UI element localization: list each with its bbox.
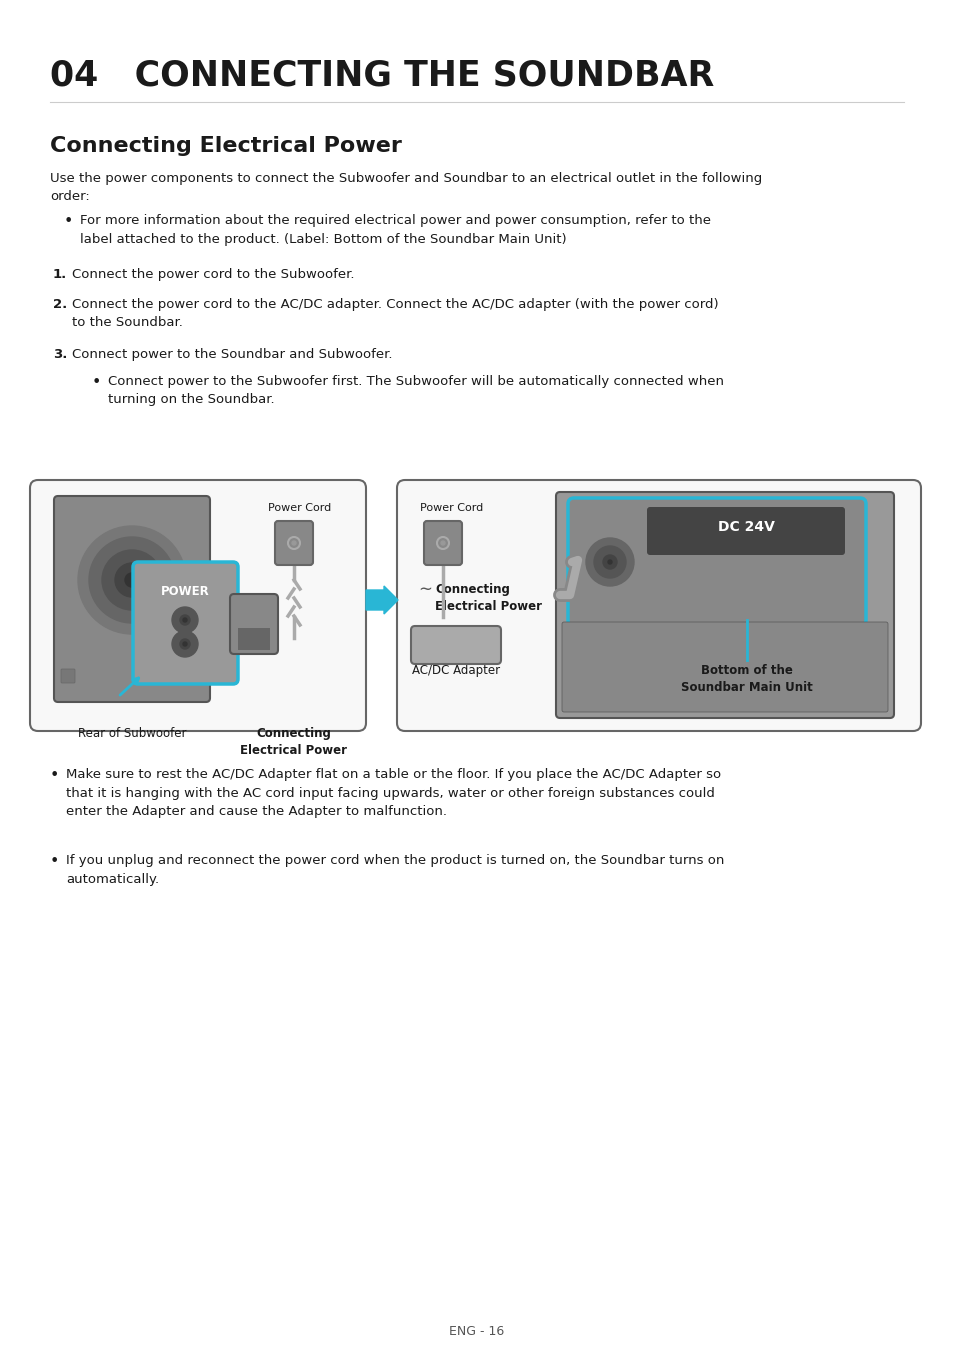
FancyBboxPatch shape xyxy=(274,521,313,565)
FancyBboxPatch shape xyxy=(423,521,461,565)
Text: Connect power to the Subwoofer first. The Subwoofer will be automatically connec: Connect power to the Subwoofer first. Th… xyxy=(108,375,723,406)
Circle shape xyxy=(115,563,149,597)
FancyBboxPatch shape xyxy=(567,498,865,626)
Text: •: • xyxy=(91,375,101,390)
FancyBboxPatch shape xyxy=(61,669,75,682)
Circle shape xyxy=(594,546,625,578)
Circle shape xyxy=(607,561,612,565)
Text: •: • xyxy=(64,214,73,229)
Circle shape xyxy=(89,538,174,623)
Text: Connecting
Electrical Power: Connecting Electrical Power xyxy=(240,727,347,757)
Text: Connect the power cord to the AC/DC adapter. Connect the AC/DC adapter (with the: Connect the power cord to the AC/DC adap… xyxy=(71,298,718,329)
Circle shape xyxy=(292,542,295,546)
Text: •: • xyxy=(50,854,59,869)
Text: 3.: 3. xyxy=(53,348,68,362)
Text: 1.: 1. xyxy=(53,268,67,282)
Text: 04   CONNECTING THE SOUNDBAR: 04 CONNECTING THE SOUNDBAR xyxy=(50,58,714,92)
Circle shape xyxy=(78,525,186,634)
Text: Connect the power cord to the Subwoofer.: Connect the power cord to the Subwoofer. xyxy=(71,268,355,282)
FancyArrow shape xyxy=(366,586,397,613)
Text: Rear of Subwoofer: Rear of Subwoofer xyxy=(77,727,186,741)
Text: Bottom of the
Soundbar Main Unit: Bottom of the Soundbar Main Unit xyxy=(680,663,812,695)
Circle shape xyxy=(585,538,634,586)
FancyBboxPatch shape xyxy=(54,496,210,701)
Circle shape xyxy=(180,615,190,626)
FancyBboxPatch shape xyxy=(30,481,366,731)
Text: ENG - 16: ENG - 16 xyxy=(449,1326,504,1338)
FancyBboxPatch shape xyxy=(556,492,893,718)
Text: Make sure to rest the AC/DC Adapter flat on a table or the floor. If you place t: Make sure to rest the AC/DC Adapter flat… xyxy=(66,768,720,818)
Circle shape xyxy=(183,617,187,621)
Circle shape xyxy=(172,631,198,657)
FancyBboxPatch shape xyxy=(646,506,844,555)
Text: If you unplug and reconnect the power cord when the product is turned on, the So: If you unplug and reconnect the power co… xyxy=(66,854,723,886)
Text: Connect power to the Soundbar and Subwoofer.: Connect power to the Soundbar and Subwoo… xyxy=(71,348,392,362)
Text: For more information about the required electrical power and power consumption, : For more information about the required … xyxy=(80,214,710,245)
FancyBboxPatch shape xyxy=(396,481,920,731)
FancyBboxPatch shape xyxy=(237,628,270,650)
Circle shape xyxy=(183,642,187,646)
Circle shape xyxy=(602,555,617,569)
FancyBboxPatch shape xyxy=(561,621,887,712)
Text: •: • xyxy=(50,768,59,783)
Text: AC/DC Adapter: AC/DC Adapter xyxy=(412,663,499,677)
Text: DC 24V: DC 24V xyxy=(717,520,774,533)
Circle shape xyxy=(125,573,139,588)
Text: POWER: POWER xyxy=(160,585,209,598)
Text: 2.: 2. xyxy=(53,298,67,311)
Text: ∼: ∼ xyxy=(417,580,432,598)
Circle shape xyxy=(102,550,162,611)
Circle shape xyxy=(180,639,190,649)
FancyBboxPatch shape xyxy=(230,594,277,654)
Circle shape xyxy=(172,607,198,634)
Text: Power Cord: Power Cord xyxy=(419,502,483,513)
Circle shape xyxy=(440,542,444,546)
Text: Use the power components to connect the Subwoofer and Soundbar to an electrical : Use the power components to connect the … xyxy=(50,172,761,203)
Text: Connecting
Electrical Power: Connecting Electrical Power xyxy=(435,584,541,613)
FancyBboxPatch shape xyxy=(411,626,500,663)
Text: Connecting Electrical Power: Connecting Electrical Power xyxy=(50,135,401,156)
FancyBboxPatch shape xyxy=(132,562,237,684)
Text: Power Cord: Power Cord xyxy=(268,502,331,513)
